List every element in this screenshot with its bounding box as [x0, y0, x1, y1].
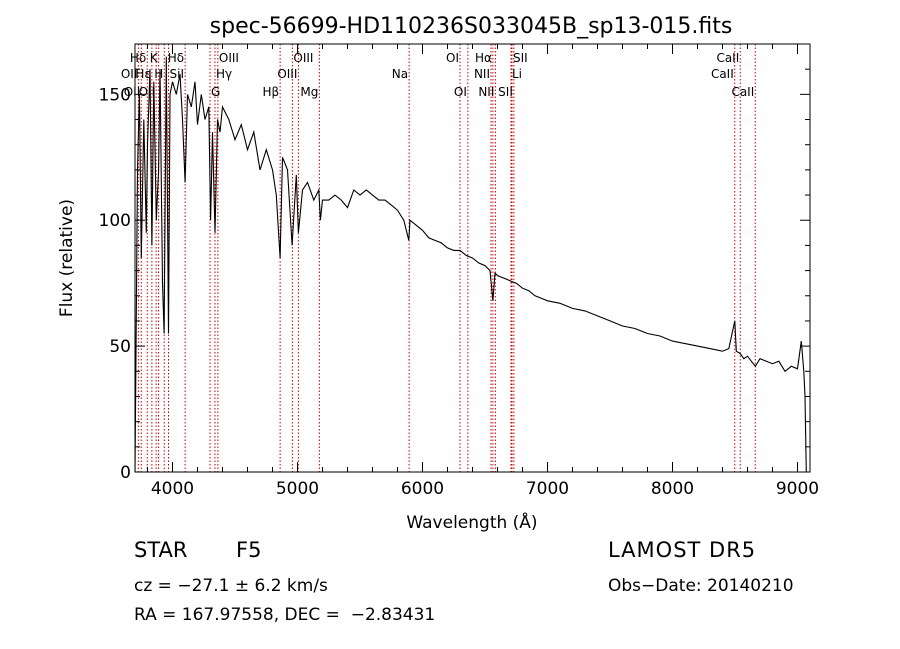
observation-date: Obs−Date: 20140210	[608, 576, 794, 596]
line-label-15: Mg	[300, 85, 318, 99]
line-label-2: Hδ	[130, 51, 146, 65]
y-tick-label-2: 100	[99, 211, 131, 231]
line-label-6: H	[154, 67, 163, 81]
x-tick-label-0: 4000	[151, 479, 194, 499]
line-label-20: Hα	[475, 51, 492, 65]
ra-dec-coordinates: RA = 167.97558, DEC = −2.83431	[134, 605, 436, 625]
survey-name: LAMOST DR5	[608, 538, 757, 562]
y-tick-label-3: 150	[99, 85, 131, 105]
line-label-7: SiI	[170, 67, 185, 81]
line-label-5: K	[150, 51, 159, 65]
y-tick-label-0: 0	[120, 463, 131, 483]
spectral-line-markers	[137, 44, 756, 472]
line-label-12: Hβ	[262, 85, 279, 99]
line-label-21: NII	[478, 85, 494, 99]
line-label-13: OIII	[293, 51, 313, 65]
x-tick-label-4: 8000	[651, 479, 694, 499]
x-tick-label-5: 9000	[776, 479, 819, 499]
line-label-17: OI	[446, 51, 459, 65]
line-label-8: Hδ	[168, 51, 184, 65]
line-label-3: Hε	[135, 67, 151, 81]
line-label-22: Li	[512, 67, 522, 81]
line-label-16: Na	[392, 67, 408, 81]
y-tick-label-1: 50	[109, 337, 131, 357]
y-axis-ticks: 0 50 100 150	[99, 68, 810, 483]
line-label-24: SII	[498, 85, 513, 99]
line-label-10: Hγ	[216, 67, 232, 81]
line-label-1: OII	[124, 85, 141, 99]
line-label-19: NII	[474, 67, 490, 81]
line-label-14: OIII	[277, 67, 297, 81]
line-label-25: CaII	[711, 67, 734, 81]
line-label-11: OIII	[219, 51, 239, 65]
x-tick-label-1: 5000	[276, 479, 319, 499]
x-tick-label-2: 6000	[401, 479, 444, 499]
object-subclass: F5	[236, 538, 262, 562]
x-axis-label: Wavelength (Å)	[406, 511, 537, 533]
line-label-9: G	[211, 85, 220, 99]
chart-title: spec-56699-HD110236S033045B_sp13-015.fit…	[210, 14, 733, 39]
line-label-4: OII	[139, 85, 156, 99]
line-label-18: OI	[454, 85, 467, 99]
spectrum-line	[134, 56, 807, 473]
line-label-0: OII	[121, 67, 138, 81]
line-label-27: CaII	[731, 85, 754, 99]
line-label-23: SII	[513, 51, 528, 65]
y-axis-label: Flux (relative)	[57, 199, 77, 317]
x-tick-label-3: 7000	[526, 479, 569, 499]
object-class: STAR	[134, 538, 188, 562]
x-axis-ticks: 4000 5000 6000 7000 8000 9000	[147, 44, 819, 499]
redshift-cz: cz = −27.1 ± 6.2 km/s	[134, 576, 328, 596]
line-label-26: CaII	[716, 51, 739, 65]
